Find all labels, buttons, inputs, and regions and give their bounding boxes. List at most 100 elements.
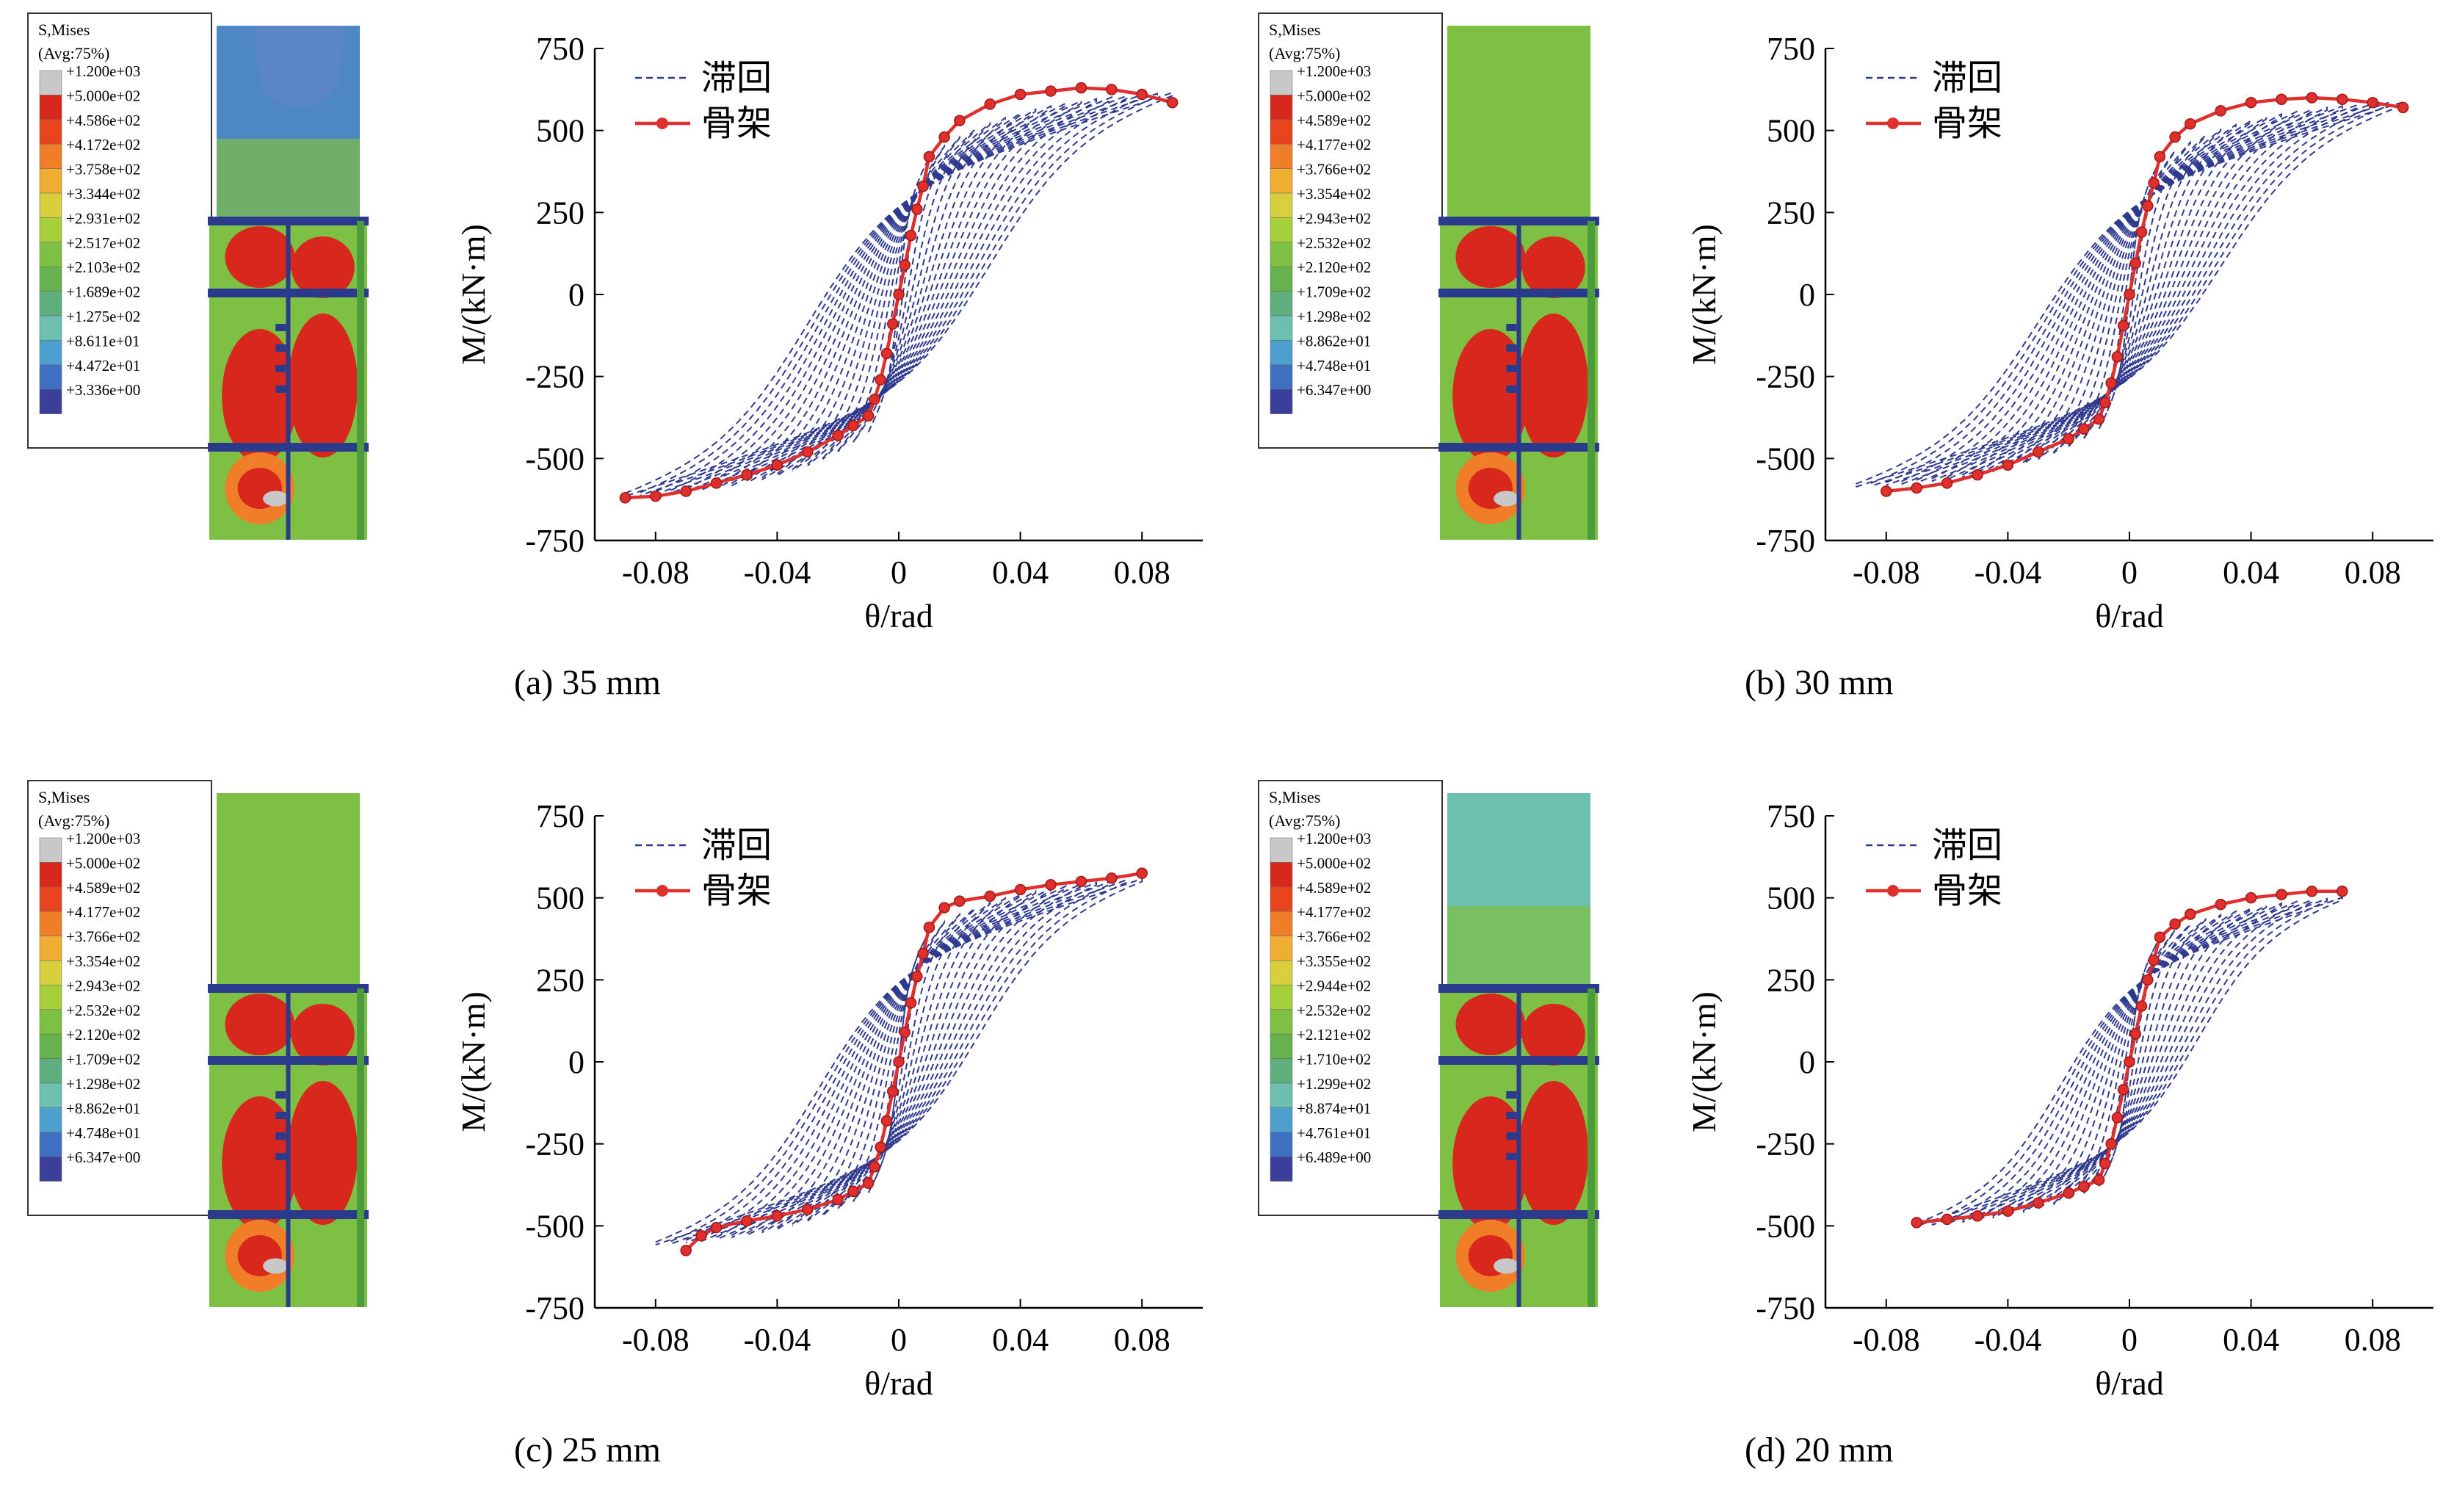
skeleton-point <box>2093 1174 2105 1186</box>
x-axis-label: θ/rad <box>864 1364 933 1402</box>
skeleton-point <box>869 1161 880 1173</box>
legend-value: +3.354e+02 <box>66 952 140 970</box>
skeleton-point <box>2135 226 2148 238</box>
hysteresis-loop <box>1992 904 2267 1219</box>
legend-skeleton-marker <box>1887 885 1899 897</box>
skeleton-point <box>1941 1213 1953 1226</box>
web-line <box>286 988 291 1307</box>
x-tick-label: 0.04 <box>2223 1322 2279 1358</box>
legend-skeleton-marker <box>656 117 668 129</box>
hysteresis-loop <box>2068 140 2191 447</box>
hysteresis-loop <box>1961 110 2298 478</box>
legend-header: (Avg:75%) <box>1269 811 1340 830</box>
y-tick-label: -500 <box>1756 1208 1815 1244</box>
y-axis-label: M/(kN·m) <box>1685 224 1723 365</box>
legend-value: +2.931e+02 <box>66 209 140 227</box>
y-tick-label: -500 <box>525 1208 584 1244</box>
skeleton-point <box>2099 397 2111 409</box>
y-tick-label: -500 <box>525 441 584 477</box>
skeleton-point <box>893 289 905 300</box>
y-tick-label: 250 <box>536 195 584 231</box>
skeleton-point <box>2337 885 2348 897</box>
x-tick-label: 0 <box>2121 1322 2138 1358</box>
y-tick-label: -750 <box>1756 1290 1815 1326</box>
skeleton-point <box>847 419 859 432</box>
legend-value: +4.177e+02 <box>1297 903 1371 921</box>
legend-swatch <box>1270 911 1293 936</box>
legend-value: +5.000e+02 <box>1297 854 1371 872</box>
legend-swatch <box>1270 936 1293 961</box>
bolt <box>1506 324 1517 331</box>
hysteresis-loop <box>2007 907 2252 1217</box>
stress-zone <box>291 1004 355 1066</box>
skeleton-point <box>1075 82 1087 94</box>
edge-line <box>1588 988 1595 1307</box>
skeleton-point <box>2185 908 2196 920</box>
edge-line <box>1588 221 1595 540</box>
hysteresis-loop <box>776 112 1021 477</box>
legend-swatch <box>39 217 62 243</box>
legend-swatch <box>1270 862 1293 888</box>
skeleton-point <box>695 1229 707 1242</box>
skeleton-point <box>710 1221 723 1234</box>
x-tick-label: -0.04 <box>744 554 811 590</box>
skeleton-point <box>1911 482 1922 494</box>
skeleton-point <box>886 1085 899 1097</box>
legend-swatch <box>1270 242 1293 267</box>
skeleton-point <box>984 890 996 903</box>
legend-value: +3.766e+02 <box>1297 928 1371 946</box>
hysteresis-loop <box>1931 897 2328 1226</box>
skeleton-point <box>2129 257 2142 270</box>
x-axis-label: θ/rad <box>2095 1364 2164 1402</box>
y-tick-label: 250 <box>1767 962 1815 998</box>
x-tick-label: -0.08 <box>622 554 689 590</box>
stress-zone <box>1494 1258 1519 1274</box>
legend-swatch <box>39 119 62 145</box>
y-tick-label: 0 <box>568 1044 584 1080</box>
legend-swatch <box>1270 1107 1293 1133</box>
hysteresis-loop <box>716 883 1082 1240</box>
stress-zone <box>1521 1004 1585 1066</box>
x-tick-label: 0.08 <box>1114 1322 1170 1358</box>
skeleton-point <box>2111 1112 2124 1124</box>
skeleton-point <box>2169 918 2181 930</box>
legend-value: +2.532e+02 <box>66 1002 140 1019</box>
hysteresis-loop <box>2038 128 2222 460</box>
skeleton-point <box>917 180 929 192</box>
skeleton-point <box>2002 1205 2014 1217</box>
skeleton-point <box>2129 1028 2142 1040</box>
hysteresis-loop <box>1856 101 2404 488</box>
legend-value: +5.000e+02 <box>66 854 140 872</box>
legend-value: +4.172e+02 <box>66 136 140 153</box>
column-green-band <box>1447 906 1590 988</box>
skeleton-point <box>911 203 923 215</box>
panel: S,Mises (Avg:75%)+1.200e+03 +5.000e+02 +4.5… <box>27 780 1203 1469</box>
skeleton-point <box>2276 889 2287 900</box>
legend-swatch <box>1270 960 1293 985</box>
legend-value: +4.748e+01 <box>1297 357 1371 375</box>
legend-swatch <box>39 291 62 316</box>
legend-value: +4.589e+02 <box>1297 112 1371 129</box>
legend-header: S,Mises <box>1269 21 1320 39</box>
skeleton-point <box>2063 1187 2074 1199</box>
legend-swatch <box>39 95 62 120</box>
x-tick-label: -0.04 <box>1975 554 2042 590</box>
legend-value: +1.298e+02 <box>1297 308 1371 325</box>
legend-value: +2.943e+02 <box>1297 209 1371 227</box>
panel: S,Mises (Avg:75%)+1.200e+03 +5.000e+02 +4.5… <box>27 12 1203 702</box>
fem-contour-image <box>208 26 369 540</box>
hysteresis-loop <box>2038 913 2222 1209</box>
x-tick-label: -0.04 <box>1975 1322 2042 1358</box>
skeleton-point <box>1106 84 1118 95</box>
y-tick-label: -250 <box>1756 1126 1815 1162</box>
skeleton-point <box>1136 867 1148 879</box>
legend-swatch <box>1270 217 1293 243</box>
hysteresis-loop <box>625 91 1173 497</box>
legend-value: +2.121e+02 <box>1297 1026 1371 1043</box>
skeleton-point <box>1014 88 1027 101</box>
skeleton-point <box>2111 351 2124 363</box>
legend-hysteresis-label: 滞回 <box>701 57 772 98</box>
legend-swatch <box>1270 985 1293 1010</box>
skeleton-point <box>880 1115 893 1127</box>
legend-header: (Avg:75%) <box>38 811 109 830</box>
